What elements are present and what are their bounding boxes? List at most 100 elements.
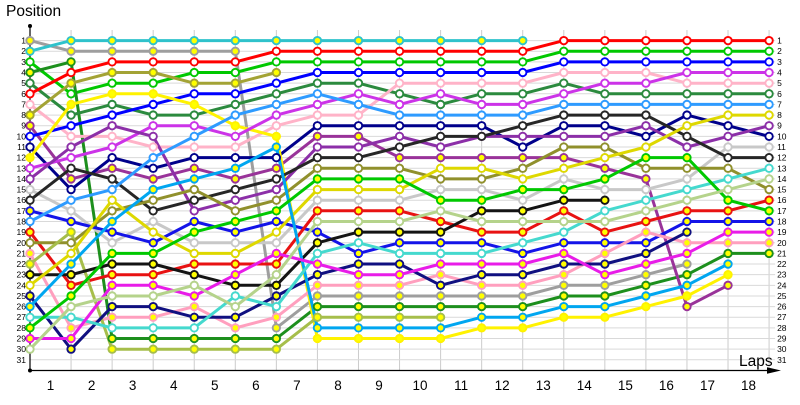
lap-marker xyxy=(682,184,692,195)
lap-label: 13 xyxy=(536,378,551,393)
lap-marker xyxy=(394,142,405,152)
car-grid7-pink-markers xyxy=(25,67,774,152)
lap-marker xyxy=(600,131,610,142)
lap-marker xyxy=(107,333,117,344)
lap-marker xyxy=(723,152,733,163)
lap-marker xyxy=(312,110,323,120)
lap-marker xyxy=(435,238,446,248)
pos-label-left: 27 xyxy=(17,312,27,322)
lap-marker xyxy=(148,35,158,46)
lap-marker xyxy=(271,174,282,184)
lap-marker xyxy=(107,206,117,216)
lap-marker xyxy=(148,312,158,322)
lap-marker xyxy=(353,99,364,110)
lap-marker xyxy=(764,227,774,237)
lap-marker xyxy=(641,270,651,280)
pos-label-right: 22 xyxy=(777,259,787,269)
lap-marker xyxy=(25,270,35,280)
lap-marker xyxy=(312,184,323,195)
lap-marker xyxy=(148,301,158,312)
lap-marker xyxy=(518,163,528,173)
lap-marker xyxy=(600,248,610,259)
lap-marker xyxy=(312,259,323,269)
lap-marker xyxy=(641,248,651,259)
lap-marker xyxy=(600,301,610,312)
pos-label-left: 25 xyxy=(17,291,27,301)
car-grid18-skyblue-markers xyxy=(25,89,774,227)
lap-marker xyxy=(764,174,774,184)
lap-marker xyxy=(25,163,35,173)
lap-marker xyxy=(394,131,405,142)
lap-marker xyxy=(271,280,282,290)
lap-marker xyxy=(682,195,692,205)
lap-marker xyxy=(312,57,323,67)
lap-marker xyxy=(148,99,158,110)
lap-marker xyxy=(107,99,117,110)
lap-marker xyxy=(435,195,446,205)
pos-label-right: 13 xyxy=(777,163,787,173)
lap-marker xyxy=(66,227,76,237)
lap-label: 2 xyxy=(88,378,96,393)
lap-marker xyxy=(66,184,76,195)
lap-marker xyxy=(641,259,651,269)
lap-marker xyxy=(107,323,117,333)
lap-marker xyxy=(477,323,487,333)
lap-marker xyxy=(435,301,446,312)
car-grid27-turquoise-markers xyxy=(25,163,774,333)
lap-marker xyxy=(312,35,323,46)
lap-marker xyxy=(25,35,35,46)
lap-marker xyxy=(600,227,610,237)
lap-marker xyxy=(394,89,405,99)
lap-marker xyxy=(271,110,282,120)
car-grid28-green-markers xyxy=(25,152,774,333)
lap-marker xyxy=(477,67,487,78)
lap-marker xyxy=(518,301,528,312)
pos-label-right: 19 xyxy=(777,227,787,237)
pos-label-right: 2 xyxy=(777,46,782,56)
car-grid1-gray-markers xyxy=(25,35,692,333)
x-axis-arrowhead xyxy=(767,367,781,374)
lap-marker xyxy=(600,280,610,290)
lap-marker xyxy=(600,46,610,56)
lap-marker xyxy=(600,89,610,99)
pos-label-right: 1 xyxy=(777,36,782,46)
lap-marker xyxy=(230,152,240,163)
lap-marker xyxy=(25,312,35,322)
car-grid15-silver-markers xyxy=(25,142,774,248)
lap-marker xyxy=(641,67,651,78)
lap-marker xyxy=(66,131,76,142)
lap-marker xyxy=(435,227,446,237)
car-grid26-skyblue-markers xyxy=(25,142,733,333)
lap-marker xyxy=(394,280,405,290)
pos-label-right: 24 xyxy=(777,280,787,290)
lap-marker xyxy=(518,238,528,248)
lap-marker xyxy=(66,280,76,290)
car-grid8-olive-markers xyxy=(25,67,282,120)
lap-marker xyxy=(641,301,651,312)
lap-marker xyxy=(66,121,76,131)
lap-marker xyxy=(25,195,35,205)
lap-marker xyxy=(353,142,364,152)
lap-marker xyxy=(764,89,774,99)
car-grid3-green-markers xyxy=(25,46,774,99)
lap-marker xyxy=(723,216,733,227)
lap-marker xyxy=(189,89,199,99)
lap-marker xyxy=(641,142,651,152)
lap-marker xyxy=(641,163,651,173)
lap-marker xyxy=(25,333,35,344)
lap-marker xyxy=(230,259,240,269)
lap-marker xyxy=(723,163,733,173)
lap-marker xyxy=(353,131,364,142)
lap-marker xyxy=(518,206,528,216)
lap-marker xyxy=(477,131,487,142)
lap-marker xyxy=(559,216,569,227)
lap-marker xyxy=(312,227,323,237)
lap-marker xyxy=(682,206,692,216)
lap-marker xyxy=(353,46,364,56)
lap-marker xyxy=(230,301,240,312)
lap-marker xyxy=(764,121,774,131)
lap-marker xyxy=(723,46,733,56)
tick-labels: 1234567891011121314151617181920212223242… xyxy=(17,36,787,393)
car-grid30-palegreen-markers xyxy=(25,174,774,354)
